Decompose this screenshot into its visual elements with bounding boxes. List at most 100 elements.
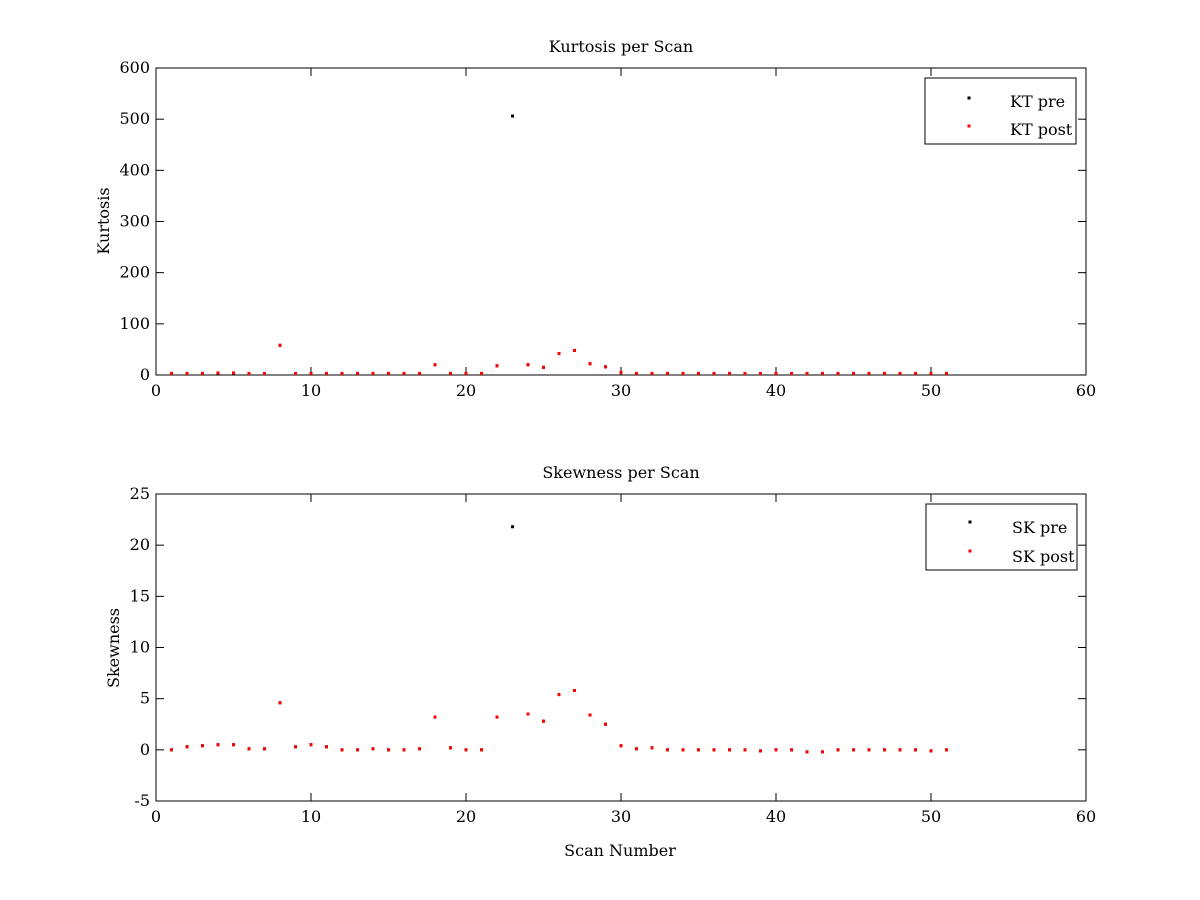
kt-post-point bbox=[883, 371, 886, 375]
kt-post-point bbox=[449, 371, 452, 375]
kt-post-point bbox=[309, 371, 313, 375]
kt-post-point bbox=[495, 364, 499, 368]
skewness-y-tick-label: 0 bbox=[140, 740, 150, 759]
skewness-x-tick-label: 40 bbox=[766, 807, 786, 826]
sk-post-point bbox=[867, 748, 871, 752]
skewness-y-tick-label: 10 bbox=[130, 638, 150, 657]
kurtosis-x-tick-label: 60 bbox=[1076, 381, 1096, 400]
kt-post-point bbox=[418, 371, 421, 375]
sk-post-point bbox=[449, 746, 452, 750]
sk-post-point bbox=[526, 712, 530, 716]
kt-post-point bbox=[216, 371, 220, 375]
skewness-x-tick-label: 20 bbox=[456, 807, 476, 826]
sk-post-point bbox=[371, 747, 375, 751]
kurtosis-x-tick-label: 50 bbox=[921, 381, 941, 400]
kt-post-point bbox=[821, 371, 824, 375]
skewness-series bbox=[170, 525, 948, 754]
kt-post-point bbox=[635, 371, 638, 375]
kt-post-point bbox=[666, 371, 669, 375]
sk-post-point bbox=[914, 748, 917, 752]
kt-post-point bbox=[325, 371, 328, 375]
kt-post-point bbox=[557, 352, 561, 356]
sk-post-point bbox=[697, 748, 700, 752]
sk-post-point bbox=[495, 715, 499, 719]
skewness-x-tick-label: 60 bbox=[1076, 807, 1096, 826]
kurtosis-y-ticks: 0 100 200 300 400 500 600 bbox=[119, 58, 1086, 384]
sk-post-point bbox=[418, 747, 421, 751]
sk-post-point bbox=[464, 748, 468, 752]
kt-post-point bbox=[356, 371, 359, 375]
sk-post-legend-label: SK post bbox=[1012, 547, 1075, 566]
skewness-y-tick-label: 25 bbox=[130, 484, 150, 503]
sk-post-point bbox=[170, 748, 173, 752]
sk-post-point bbox=[681, 748, 685, 752]
skewness-y-ticks: -5 0 5 10 15 20 25 bbox=[130, 484, 1086, 810]
sk-post-point bbox=[201, 744, 204, 748]
sk-post-point bbox=[650, 746, 654, 750]
kurtosis-y-tick-label: 300 bbox=[119, 212, 150, 231]
kt-post-point bbox=[790, 371, 793, 375]
kt-post-point bbox=[867, 371, 871, 375]
kt-post-point bbox=[542, 365, 545, 369]
sk-post-point bbox=[340, 748, 344, 752]
sk-post-point bbox=[774, 748, 778, 752]
kt-post-point bbox=[480, 371, 483, 375]
kurtosis-y-axis-label: Kurtosis bbox=[94, 187, 113, 254]
kt-post-point bbox=[433, 363, 437, 367]
skewness-plot: Skewness per Scan Skewness Scan Number 0… bbox=[104, 463, 1096, 860]
kt-post-point bbox=[371, 371, 375, 375]
kt-post-point bbox=[387, 371, 390, 375]
kurtosis-x-tick-label: 0 bbox=[151, 381, 161, 400]
kt-post-point bbox=[836, 371, 840, 375]
skewness-y-tick-label: -5 bbox=[134, 791, 150, 810]
sk-post-point bbox=[743, 748, 747, 752]
kurtosis-legend-box bbox=[924, 77, 1077, 145]
kt-post-point bbox=[263, 371, 266, 375]
sk-post-point bbox=[542, 719, 545, 723]
kt-post-point bbox=[914, 371, 917, 375]
sk-post-point bbox=[604, 722, 607, 726]
sk-post-point bbox=[712, 748, 716, 752]
skewness-x-tick-label: 0 bbox=[151, 807, 161, 826]
sk-post-point bbox=[666, 748, 669, 752]
kurtosis-y-tick-label: 100 bbox=[119, 314, 150, 333]
kt-post-point bbox=[852, 371, 855, 375]
kt-post-point bbox=[573, 348, 576, 352]
kt-post-legend-label: KT post bbox=[1010, 120, 1073, 139]
kt-post-point bbox=[743, 371, 747, 375]
kt-post-point bbox=[604, 365, 607, 369]
kt-pre-legend-marker bbox=[967, 96, 971, 100]
sk-post-point bbox=[619, 744, 623, 748]
kt-post-point bbox=[681, 371, 685, 375]
sk-post-point bbox=[480, 748, 483, 752]
sk-post-point bbox=[805, 750, 809, 754]
sk-post-point bbox=[836, 748, 840, 752]
kt-post-point bbox=[232, 371, 235, 375]
kurtosis-y-tick-label: 400 bbox=[119, 160, 150, 179]
sk-pre-point bbox=[511, 525, 514, 529]
sk-post-point bbox=[821, 750, 824, 754]
sk-post-point bbox=[278, 701, 282, 705]
sk-post-point bbox=[759, 749, 762, 753]
kurtosis-x-tick-label: 30 bbox=[611, 381, 631, 400]
sk-post-point bbox=[387, 748, 390, 752]
kt-post-point bbox=[185, 371, 189, 375]
kurtosis-x-tick-label: 20 bbox=[456, 381, 476, 400]
sk-post-point bbox=[309, 743, 313, 747]
kurtosis-x-ticks: 0 10 20 30 40 50 60 bbox=[151, 68, 1096, 400]
skewness-x-axis-label: Scan Number bbox=[564, 841, 676, 860]
sk-post-point bbox=[263, 747, 266, 751]
kt-post-point bbox=[805, 371, 809, 375]
kurtosis-legend: KT pre KT post bbox=[924, 77, 1077, 145]
kurtosis-y-tick-label: 200 bbox=[119, 263, 150, 282]
kt-pre-legend-label: KT pre bbox=[1010, 92, 1065, 111]
kurtosis-y-tick-label: 0 bbox=[140, 365, 150, 384]
kt-post-point bbox=[898, 371, 902, 375]
skewness-y-tick-label: 20 bbox=[130, 535, 150, 554]
sk-pre-legend-marker bbox=[968, 520, 972, 524]
skewness-x-tick-label: 10 bbox=[301, 807, 321, 826]
sk-post-legend-marker bbox=[968, 549, 972, 553]
kt-pre-point bbox=[511, 114, 514, 118]
kt-post-point bbox=[728, 371, 731, 375]
